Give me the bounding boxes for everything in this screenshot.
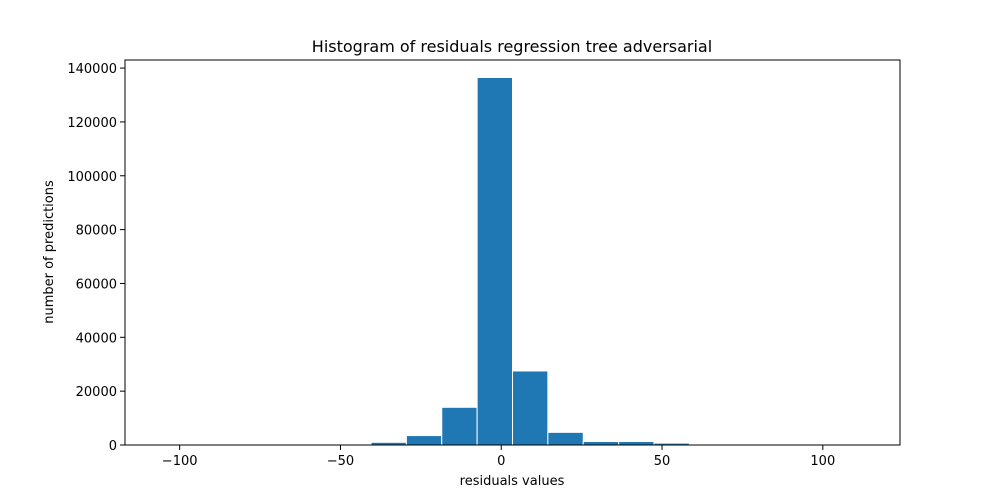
- histogram-bar-10: [512, 370, 549, 446]
- y-tick-label: 140000: [67, 62, 117, 77]
- x-tick-label: 50: [654, 454, 671, 469]
- chart-title: Histogram of residuals regression tree a…: [312, 37, 712, 56]
- histogram-bar-8: [441, 406, 478, 446]
- x-tick-label: 100: [810, 454, 835, 469]
- y-tick-label: 60000: [76, 277, 117, 292]
- y-axis-ticks: 0 20000 40000 60000 80000 100000 120000 140000: [67, 62, 125, 454]
- x-axis-label: residuals values: [460, 474, 565, 489]
- y-axis-label: number of predictions: [42, 180, 57, 324]
- y-tick-label: 40000: [76, 331, 117, 346]
- x-tick-label: 0: [497, 454, 505, 469]
- x-tick-label: −50: [327, 454, 354, 469]
- y-tick-label: 120000: [67, 116, 117, 131]
- bars-group: [299, 77, 726, 446]
- x-axis-ticks: −100 −50 0 50 100: [162, 445, 835, 469]
- y-tick-label: 20000: [76, 385, 117, 400]
- y-tick-label: 100000: [67, 170, 117, 185]
- histogram-bar-9: [476, 77, 513, 446]
- histogram-bar-12: [582, 441, 620, 446]
- histogram-bar-11: [547, 431, 584, 446]
- y-tick-label: 0: [109, 439, 117, 454]
- plot-frame: [124, 59, 901, 446]
- x-tick-label: −100: [162, 454, 198, 469]
- histogram-bar-7: [405, 435, 443, 446]
- histogram-bar-13: [618, 441, 655, 446]
- y-tick-label: 80000: [76, 224, 117, 239]
